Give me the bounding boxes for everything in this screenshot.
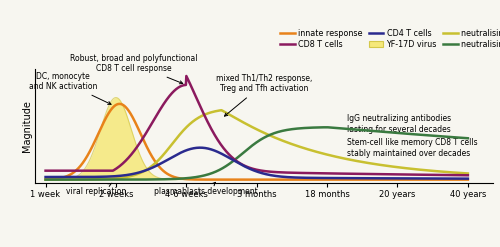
Y-axis label: Magnitude: Magnitude bbox=[22, 100, 32, 152]
Text: IgG neutralizing antibodies
lasting for several decades: IgG neutralizing antibodies lasting for … bbox=[347, 114, 451, 134]
Text: Robust, broad and polyfunctional
CD8 T cell response: Robust, broad and polyfunctional CD8 T c… bbox=[70, 54, 198, 84]
Text: Stem-cell like memory CD8 T cells
stably maintained over decades: Stem-cell like memory CD8 T cells stably… bbox=[347, 138, 478, 158]
Text: viral replication: viral replication bbox=[66, 183, 126, 196]
Text: plasmablasts development: plasmablasts development bbox=[154, 182, 258, 196]
Legend: innate response, CD8 T cells, CD4 T cells, YF-17D virus, neutralising IgM, neutr: innate response, CD8 T cells, CD4 T cell… bbox=[277, 25, 500, 52]
Text: DC, monocyte
and NK activation: DC, monocyte and NK activation bbox=[29, 72, 111, 104]
Text: mixed Th1/Th2 response,
Treg and Tfh activation: mixed Th1/Th2 response, Treg and Tfh act… bbox=[216, 74, 312, 116]
